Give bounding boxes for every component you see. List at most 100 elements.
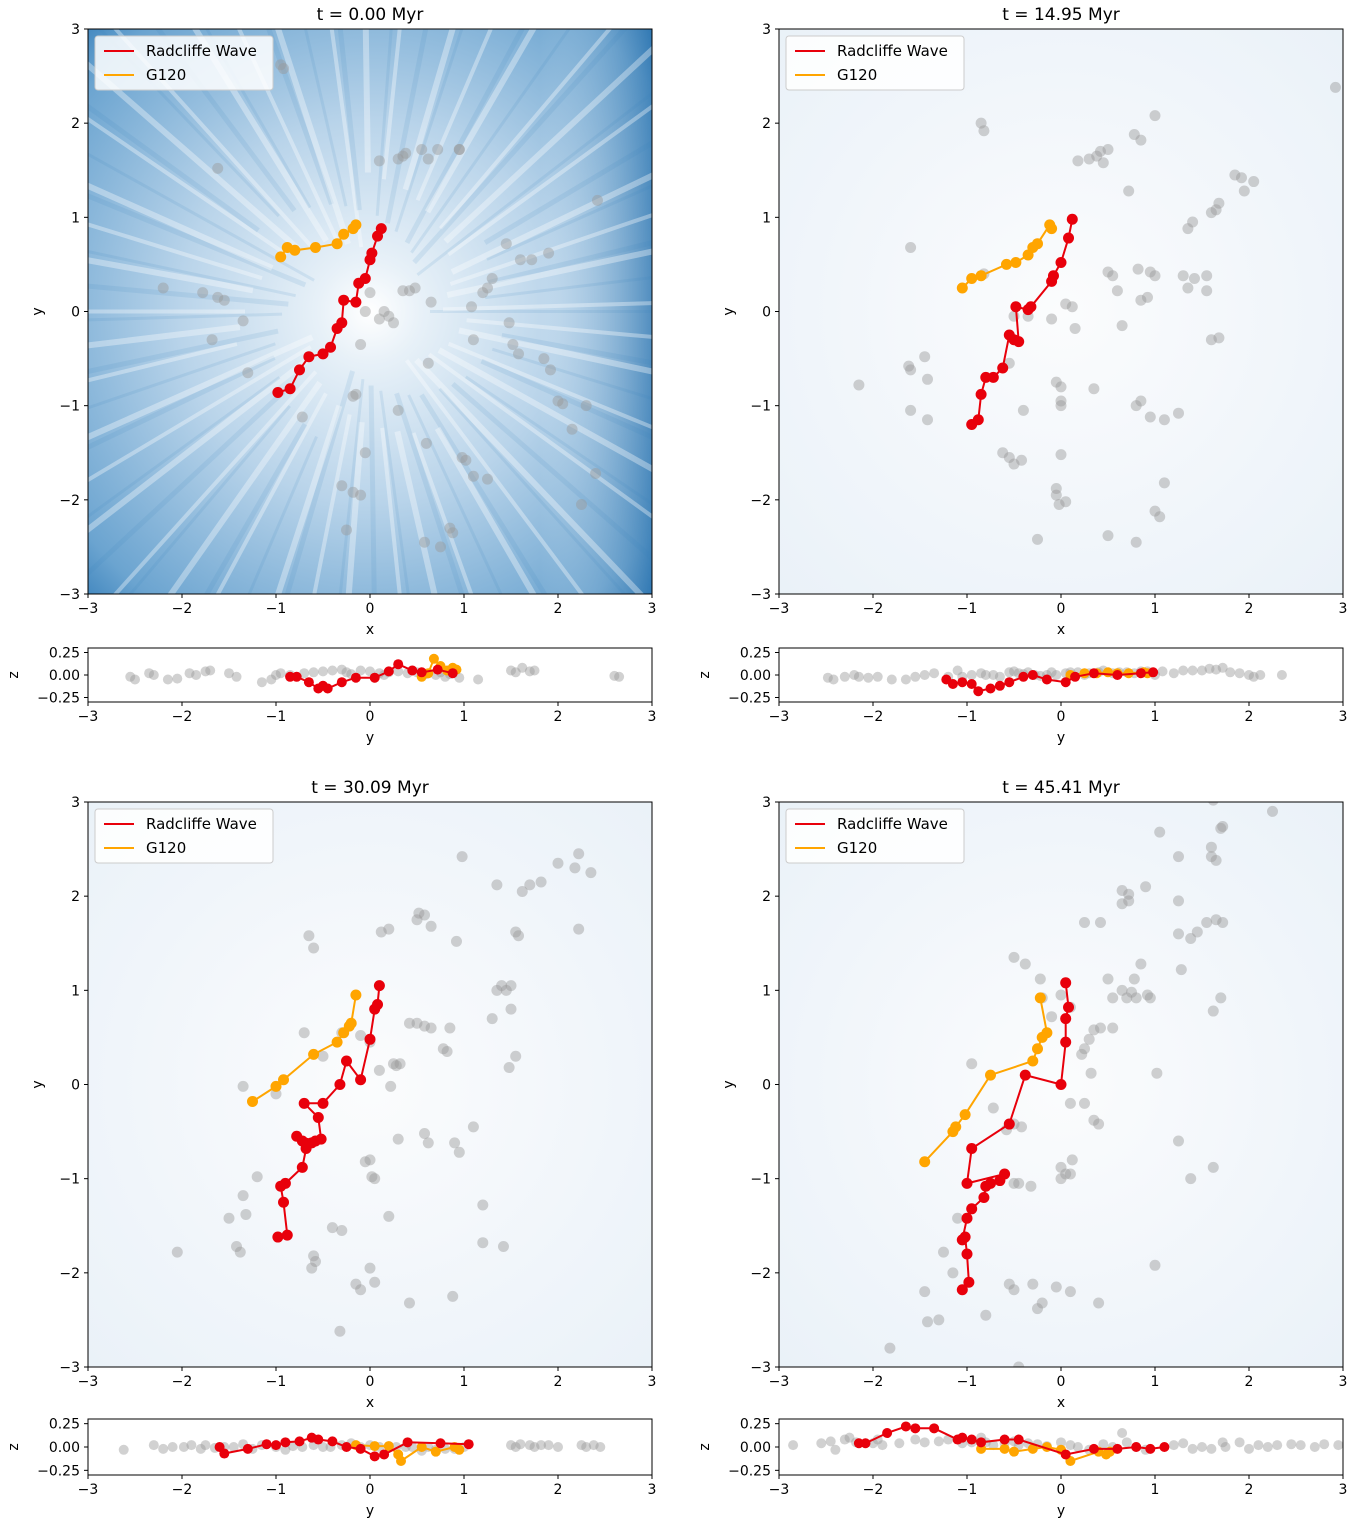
main-cluster-point — [1069, 322, 1081, 334]
panel-title: t = 0.00 Myr — [317, 5, 424, 25]
main-xlabel: x — [1057, 1395, 1065, 1411]
main-ytick-label: −2 — [59, 493, 80, 509]
g120-point — [919, 1156, 931, 1168]
main-cluster-point — [477, 1199, 489, 1211]
main-cluster-point — [437, 1043, 449, 1055]
panel-4: −3 −2 −1 0 1 2 3 −3 −2 −1 0 1 2 3 x y t = 45.41 Myr Radcl… — [697, 778, 1347, 1519]
main-cluster-point — [206, 334, 218, 346]
main-cluster-point — [1116, 885, 1128, 897]
main-cluster-point — [1055, 449, 1067, 461]
side-xtick-label: 2 — [1245, 1482, 1254, 1498]
side-xtick-label: −1 — [957, 1482, 978, 1498]
density-streak — [88, 355, 276, 451]
radcliffe-side-point — [966, 1434, 977, 1445]
radcliffe-side-point — [1088, 668, 1099, 679]
main-xtick-label: −2 — [863, 601, 884, 617]
radcliffe-side-point — [999, 1434, 1010, 1445]
radcliffe-point — [1063, 1001, 1075, 1013]
main-cluster-point — [218, 294, 230, 306]
main-cluster-point — [1013, 1361, 1025, 1367]
main-cluster-point — [403, 1297, 415, 1309]
side-cluster-point — [510, 1442, 521, 1452]
side-xtick-label: 1 — [460, 709, 469, 725]
main-cluster-point — [1079, 917, 1090, 929]
side-cluster-point — [299, 668, 310, 679]
main-cluster-point — [1088, 1114, 1100, 1126]
main-cluster-point — [392, 1133, 404, 1145]
g120-point — [956, 282, 968, 294]
density-streak — [88, 312, 283, 322]
density-streak — [88, 389, 286, 577]
g120-point — [345, 1017, 357, 1029]
main-cluster-point — [1217, 820, 1229, 832]
radcliffe-side-point — [379, 1449, 390, 1460]
main-cluster-point — [1205, 841, 1217, 853]
main-cluster-point — [1027, 1278, 1039, 1290]
density-streak — [88, 193, 307, 288]
main-cluster-point — [197, 287, 209, 299]
radcliffe-side-point — [1159, 1442, 1170, 1452]
main-cluster-point — [1060, 496, 1072, 508]
radcliffe-side-point — [402, 1437, 413, 1448]
side-cluster-point — [524, 666, 535, 677]
legend-radcliffe-label: Radcliffe Wave — [837, 42, 948, 60]
main-cluster-point — [1091, 150, 1103, 162]
density-streak — [88, 283, 289, 307]
side-cluster-point — [529, 1442, 540, 1452]
side-cluster-point — [553, 1442, 563, 1452]
radcliffe-point — [355, 1074, 367, 1086]
main-cluster-point — [1097, 157, 1109, 169]
main-cluster-point — [1135, 294, 1147, 306]
side-cluster-point — [910, 671, 921, 682]
main-cluster-point — [503, 317, 515, 329]
side-cluster-point — [256, 677, 267, 688]
radcliffe-side-point — [1145, 1443, 1156, 1454]
radcliffe-side-point — [463, 1439, 474, 1450]
main-cluster-point — [1072, 155, 1084, 167]
main-cluster-point — [1102, 266, 1114, 278]
main-cluster-point — [505, 1003, 517, 1015]
main-cluster-point — [453, 1146, 465, 1158]
main-plot-area — [88, 802, 652, 1367]
main-cluster-point — [1016, 1121, 1028, 1133]
main-xtick-label: 2 — [554, 601, 563, 617]
density-streak — [88, 103, 260, 233]
side-cluster-point — [976, 668, 987, 679]
side-xtick-label: −3 — [769, 1482, 790, 1498]
main-xtick-label: 3 — [648, 601, 657, 617]
side-cluster-point — [952, 665, 963, 676]
main-xtick-label: −3 — [78, 1374, 99, 1390]
main-cluster-point — [419, 909, 431, 921]
main-ytick-label: 3 — [762, 22, 771, 38]
radcliffe-point — [980, 371, 992, 383]
main-cluster-point — [1205, 334, 1217, 346]
main-cluster-point — [566, 423, 578, 435]
density-streak — [88, 116, 288, 257]
side-cluster-point — [506, 665, 516, 676]
main-ytick-label: −1 — [750, 399, 771, 415]
radcliffe-point — [1060, 977, 1072, 989]
main-cluster-point — [270, 1088, 282, 1100]
main-cluster-point — [1008, 1177, 1020, 1189]
legend: Radcliffe Wave G120 — [785, 35, 965, 91]
radcliffe-side-point — [957, 1432, 968, 1443]
main-ytick-label: 1 — [71, 983, 80, 999]
main-xtick-label: −1 — [957, 1374, 978, 1390]
side-cluster-point — [1262, 1442, 1273, 1452]
main-ytick-label: −3 — [750, 587, 771, 603]
side-cluster-point — [1253, 1440, 1264, 1451]
main-cluster-point — [1050, 483, 1062, 495]
main-cluster-point — [1102, 530, 1114, 542]
side-cluster-point — [1168, 668, 1179, 679]
main-cluster-point — [157, 282, 169, 294]
main-cluster-point — [355, 489, 367, 501]
main-ytick-label: −2 — [750, 493, 771, 509]
g120-point — [1041, 1027, 1053, 1039]
main-cluster-point — [482, 282, 493, 294]
main-cluster-point — [1046, 1011, 1058, 1023]
side-ytick-label: 0.25 — [740, 646, 771, 662]
side-xlabel: y — [1057, 1503, 1065, 1519]
main-xtick-label: 3 — [1339, 1374, 1348, 1390]
density-streak — [411, 432, 474, 594]
density-streak — [88, 152, 315, 282]
